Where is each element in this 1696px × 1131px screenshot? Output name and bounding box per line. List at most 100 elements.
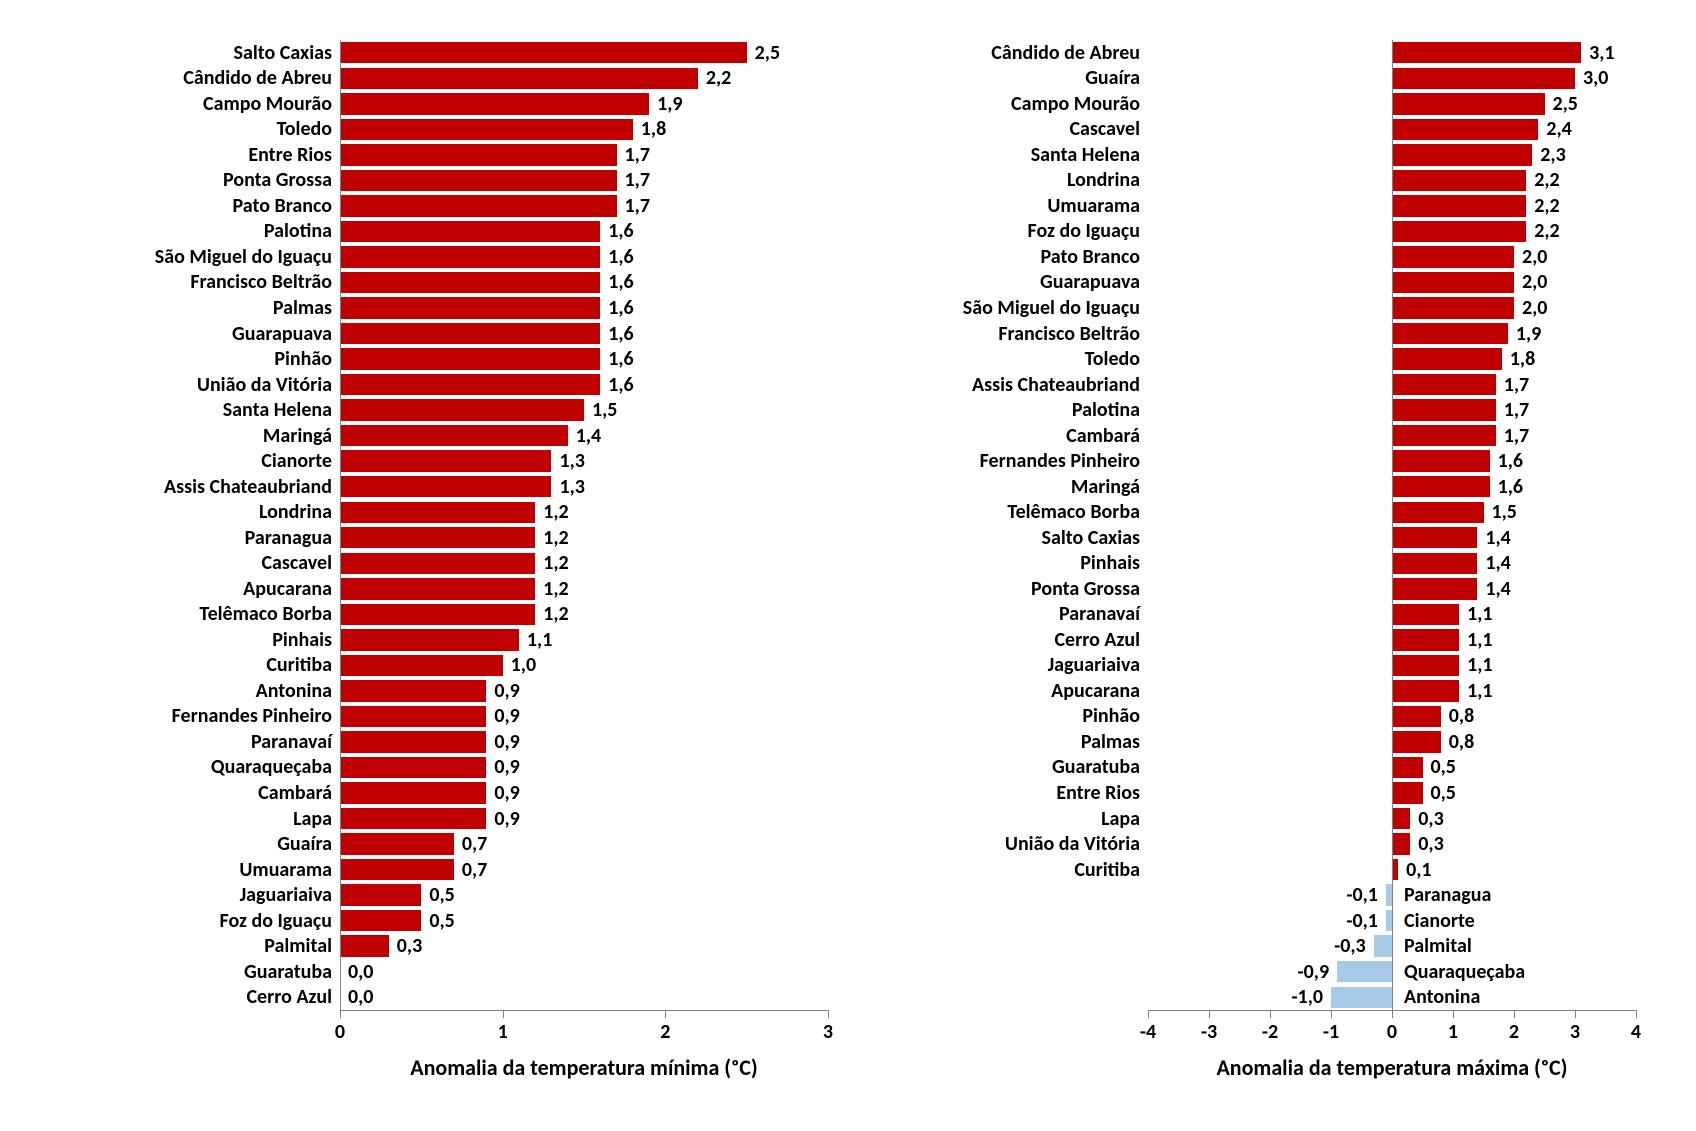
right-panel: Cândido de Abreu3,1Guaíra3,0Campo Mourão… bbox=[868, 40, 1636, 1081]
value-label: 2,0 bbox=[1522, 270, 1547, 294]
chart-row: Paranagua1,2 bbox=[60, 525, 828, 551]
category-label: Apucarana bbox=[868, 679, 1148, 703]
tick-mark bbox=[1270, 1010, 1271, 1018]
tick-mark bbox=[1148, 1010, 1149, 1018]
value-label: 1,4 bbox=[1485, 526, 1510, 550]
value-label: 0,9 bbox=[494, 679, 519, 703]
category-label: Campo Mourão bbox=[868, 92, 1148, 116]
chart-row: Telêmaco Borba1,2 bbox=[60, 602, 828, 628]
bar bbox=[1331, 987, 1392, 1008]
category-label: Curitiba bbox=[868, 858, 1148, 882]
bar bbox=[1392, 348, 1502, 369]
chart-row: Londrina2,2 bbox=[868, 168, 1636, 194]
chart-row: Palmas0,8 bbox=[868, 729, 1636, 755]
value-label: 1,8 bbox=[1510, 347, 1535, 371]
category-label: Londrina bbox=[60, 500, 340, 524]
category-label: Ponta Grossa bbox=[60, 168, 340, 192]
tick-mark bbox=[1575, 1010, 1576, 1018]
category-label: Pinhais bbox=[60, 628, 340, 652]
category-label: Ponta Grossa bbox=[868, 577, 1148, 601]
category-label: União da Vitória bbox=[868, 832, 1148, 856]
value-label: 0,7 bbox=[462, 858, 487, 882]
chart-row: Guaíra3,0 bbox=[868, 66, 1636, 92]
chart-row: Jaguariaiva1,1 bbox=[868, 653, 1636, 679]
value-label: 1,6 bbox=[608, 373, 633, 397]
bar bbox=[340, 374, 600, 395]
value-label: 1,5 bbox=[592, 398, 617, 422]
value-label: 1,6 bbox=[608, 245, 633, 269]
category-label: Palmas bbox=[60, 296, 340, 320]
chart-row: Curitiba0,1 bbox=[868, 857, 1636, 883]
category-label: Cambará bbox=[868, 424, 1148, 448]
category-label: Paranagua bbox=[60, 526, 340, 550]
category-label: Guaíra bbox=[60, 832, 340, 856]
chart-row: Pato Branco2,0 bbox=[868, 244, 1636, 270]
category-label: Palotina bbox=[868, 398, 1148, 422]
category-label: São Miguel do Iguaçu bbox=[868, 296, 1148, 320]
value-label: 2,3 bbox=[1540, 143, 1565, 167]
category-label: Toledo bbox=[868, 347, 1148, 371]
bar bbox=[1392, 272, 1514, 293]
tick-label: -3 bbox=[1201, 1020, 1217, 1044]
bar bbox=[340, 246, 600, 267]
value-label: 3,1 bbox=[1589, 41, 1614, 65]
value-label: 0,3 bbox=[397, 934, 422, 958]
category-label: Curitiba bbox=[60, 653, 340, 677]
chart-row: Guaratuba0,5 bbox=[868, 755, 1636, 781]
tick-mark bbox=[1453, 1010, 1454, 1018]
bar bbox=[1392, 144, 1532, 165]
chart-row: Jaguariaiva0,5 bbox=[60, 882, 828, 908]
value-label: 1,7 bbox=[625, 143, 650, 167]
bar bbox=[340, 655, 503, 676]
category-label: Cascavel bbox=[60, 551, 340, 575]
chart-row: Assis Chateaubriand1,7 bbox=[868, 372, 1636, 398]
bar bbox=[1392, 629, 1459, 650]
bar bbox=[1337, 961, 1392, 982]
chart-row: Fernandes Pinheiro1,6 bbox=[868, 448, 1636, 474]
category-label: Pinhão bbox=[60, 347, 340, 371]
x-axis-line bbox=[340, 1010, 828, 1011]
category-label: Antonina bbox=[60, 679, 340, 703]
value-label: 1,2 bbox=[543, 500, 568, 524]
bar bbox=[1386, 910, 1392, 931]
category-label: Cianorte bbox=[1404, 909, 1475, 933]
value-label: 1,2 bbox=[543, 602, 568, 626]
bar bbox=[1392, 476, 1490, 497]
value-label: -1,0 bbox=[1291, 985, 1323, 1009]
tick-label: 0 bbox=[1387, 1020, 1397, 1044]
bar bbox=[1392, 195, 1526, 216]
category-label: Paranavaí bbox=[868, 602, 1148, 626]
chart-row: Palotina1,7 bbox=[868, 397, 1636, 423]
bar bbox=[1392, 323, 1508, 344]
bar bbox=[1392, 68, 1575, 89]
tick-mark bbox=[1636, 1010, 1637, 1018]
value-label: 1,1 bbox=[1467, 679, 1492, 703]
bar bbox=[340, 221, 600, 242]
bar bbox=[340, 93, 649, 114]
chart-row: Apucarana1,2 bbox=[60, 576, 828, 602]
chart-row: Palmital0,3 bbox=[60, 933, 828, 959]
bar bbox=[340, 323, 600, 344]
tick-label: 4 bbox=[1631, 1020, 1641, 1044]
value-label: 3,0 bbox=[1583, 66, 1608, 90]
chart-row: Cerro Azul0,0 bbox=[60, 984, 828, 1010]
bar bbox=[1392, 399, 1496, 420]
category-label: Assis Chateaubriand bbox=[60, 475, 340, 499]
bar bbox=[340, 884, 421, 905]
bar bbox=[340, 476, 551, 497]
tick-label: 1 bbox=[1448, 1020, 1458, 1044]
bar bbox=[1374, 935, 1392, 956]
category-label: Lapa bbox=[60, 807, 340, 831]
chart-row: Pinhais1,4 bbox=[868, 551, 1636, 577]
category-label: Palmas bbox=[868, 730, 1148, 754]
right-x-axis-label: Anomalia da temperatura máxima (ᵒC) bbox=[868, 1054, 1636, 1081]
chart-row: -0,9Quaraqueçaba bbox=[868, 959, 1636, 985]
chart-row: Cascavel1,2 bbox=[60, 551, 828, 577]
tick-label: -1 bbox=[1323, 1020, 1339, 1044]
category-label: Paranavaí bbox=[60, 730, 340, 754]
value-label: 2,5 bbox=[1553, 92, 1578, 116]
category-label: Jaguariaiva bbox=[868, 653, 1148, 677]
chart-row: Ponta Grossa1,4 bbox=[868, 576, 1636, 602]
value-label: 1,1 bbox=[527, 628, 552, 652]
tick-label: 2 bbox=[660, 1020, 670, 1044]
